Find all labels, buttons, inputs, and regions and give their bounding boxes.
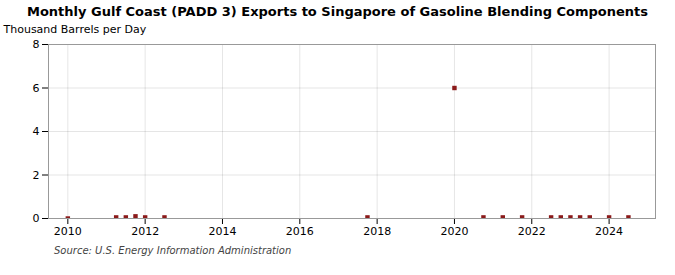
svg-text:2012: 2012	[131, 225, 159, 238]
html-text:Source: U.S. Energy Informatio: Source: U.S. Energy Information Administ…	[54, 245, 292, 256]
svg-text:0: 0	[33, 212, 40, 225]
svg-text:8: 8	[33, 38, 40, 51]
svg-text:2022: 2022	[518, 225, 546, 238]
svg-text:6: 6	[33, 82, 40, 95]
svg-text:2: 2	[33, 169, 40, 182]
svg-text:2016: 2016	[286, 225, 314, 238]
svg-text:2024: 2024	[595, 225, 623, 238]
svg-text:2018: 2018	[363, 225, 391, 238]
svg-text:2020: 2020	[440, 225, 468, 238]
html-text:Monthly Gulf Coast (PADD 3) Ex: Monthly Gulf Coast (PADD 3) Exports to S…	[27, 4, 648, 19]
svg-text:Thousand Barrels per Day: Thousand Barrels per Day	[3, 23, 147, 36]
svg-text:2010: 2010	[54, 225, 82, 238]
svg-text:4: 4	[33, 125, 40, 138]
svg-text:2014: 2014	[208, 225, 236, 238]
